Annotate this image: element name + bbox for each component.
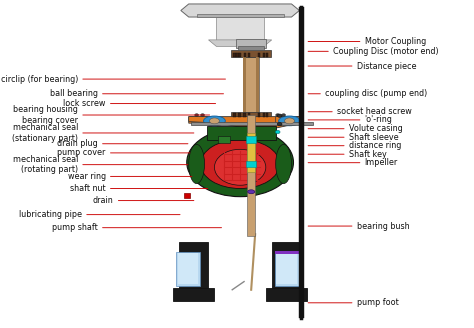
Text: Coupling Disc (motor end): Coupling Disc (motor end) (333, 47, 438, 56)
Text: lubricating pipe: lubricating pipe (19, 210, 82, 219)
Ellipse shape (279, 116, 301, 126)
Text: Motor Coupling: Motor Coupling (365, 37, 426, 46)
Ellipse shape (195, 114, 199, 116)
Text: drain plug: drain plug (57, 139, 98, 148)
Text: Distance piece: Distance piece (357, 62, 416, 71)
Bar (247, 115, 255, 236)
Bar (247, 133, 255, 172)
Text: pump cover: pump cover (57, 148, 106, 157)
Ellipse shape (189, 144, 205, 184)
Bar (236, 39, 266, 48)
Ellipse shape (276, 114, 280, 116)
Ellipse shape (247, 190, 255, 194)
Ellipse shape (210, 118, 219, 124)
Bar (219, 136, 230, 143)
Text: Shaft key: Shaft key (349, 150, 387, 159)
Bar (246, 161, 256, 167)
Text: mechanical seal
(stationary part): mechanical seal (stationary part) (12, 123, 78, 143)
Polygon shape (189, 117, 220, 123)
Bar (248, 53, 250, 56)
Text: Impeller: Impeller (365, 158, 398, 167)
Text: Shaft sleeve: Shaft sleeve (349, 133, 399, 142)
Bar (244, 53, 246, 56)
Bar (184, 194, 190, 198)
Bar (263, 53, 265, 56)
Polygon shape (189, 117, 300, 130)
Bar (243, 57, 259, 112)
Bar (176, 252, 200, 286)
Ellipse shape (201, 114, 205, 116)
Bar (275, 251, 299, 254)
Polygon shape (276, 117, 300, 123)
Bar (233, 113, 236, 117)
Ellipse shape (284, 118, 294, 124)
Ellipse shape (187, 128, 293, 197)
Text: bearing bush: bearing bush (357, 221, 410, 231)
Bar (173, 288, 214, 300)
Bar (266, 53, 268, 56)
Bar (239, 53, 241, 56)
Bar (236, 53, 238, 56)
Ellipse shape (277, 114, 282, 117)
Text: mechanical seal
(rotating part): mechanical seal (rotating part) (13, 155, 78, 174)
Bar (217, 17, 264, 40)
Bar (233, 53, 236, 56)
Text: shaft nut: shaft nut (70, 184, 106, 193)
Text: socket head screw: socket head screw (337, 107, 412, 116)
Bar (238, 113, 240, 117)
Bar (256, 57, 259, 112)
Bar (231, 50, 271, 57)
Ellipse shape (201, 139, 280, 189)
Bar (258, 53, 260, 56)
Bar (231, 112, 271, 117)
Text: coupling disc (pump end): coupling disc (pump end) (325, 89, 428, 98)
Ellipse shape (203, 116, 225, 126)
Bar (299, 7, 304, 318)
Bar (263, 113, 265, 117)
Text: drain: drain (93, 196, 114, 205)
Text: bearing housing
bearing cover: bearing housing bearing cover (13, 105, 78, 125)
Bar (207, 126, 276, 139)
Text: circlip (for bearing): circlip (for bearing) (0, 74, 78, 84)
Bar (266, 113, 268, 117)
Text: lock screw: lock screw (64, 99, 106, 108)
Bar (238, 47, 264, 50)
Bar (246, 135, 256, 143)
Text: pump shaft: pump shaft (52, 223, 98, 232)
Text: pump foot: pump foot (357, 298, 399, 307)
Ellipse shape (282, 114, 285, 116)
Text: ball bearing: ball bearing (50, 89, 98, 98)
Bar (258, 113, 260, 117)
Bar (248, 113, 250, 117)
Text: Volute casing: Volute casing (349, 124, 402, 133)
Ellipse shape (275, 130, 280, 133)
Bar (246, 115, 256, 180)
Bar (191, 122, 313, 125)
Bar (266, 288, 307, 300)
Bar (272, 242, 301, 290)
Polygon shape (181, 4, 300, 17)
Bar (243, 113, 246, 117)
Polygon shape (209, 40, 272, 47)
Ellipse shape (277, 123, 282, 126)
Ellipse shape (214, 149, 266, 185)
Bar (276, 253, 297, 284)
Bar (179, 242, 209, 290)
Ellipse shape (276, 144, 292, 184)
Bar (243, 57, 246, 112)
Text: wear ring: wear ring (68, 172, 106, 181)
Bar (275, 252, 299, 286)
Text: 'o'-ring: 'o'-ring (365, 115, 392, 124)
Text: distance ring: distance ring (349, 141, 401, 150)
Bar (197, 14, 283, 17)
Bar (178, 253, 198, 284)
